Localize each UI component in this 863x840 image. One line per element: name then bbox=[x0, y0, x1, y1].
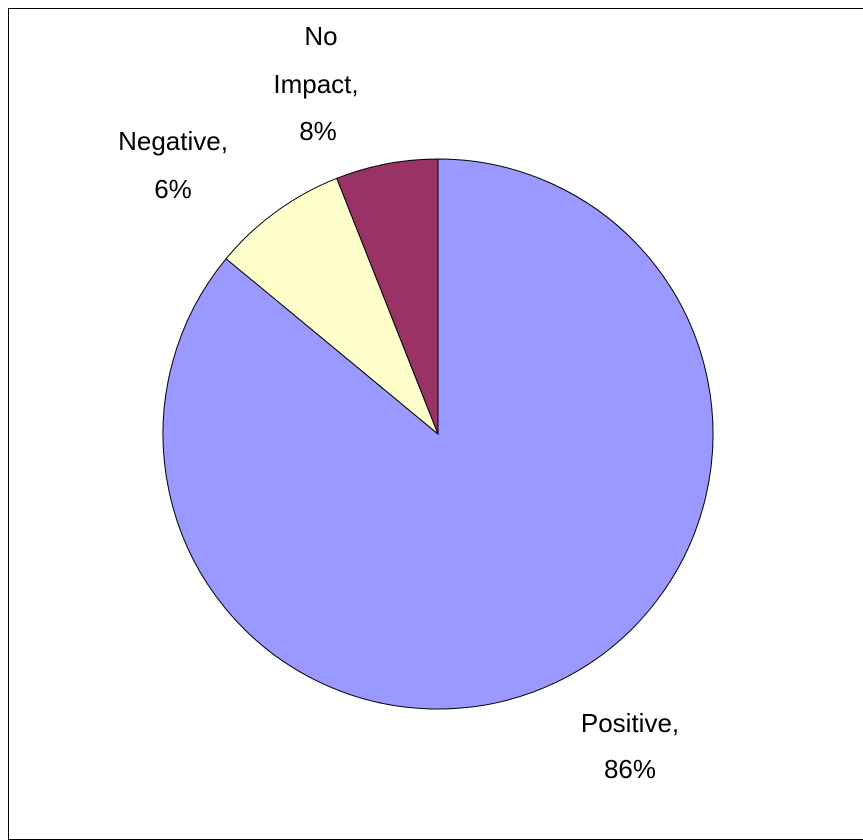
data-label-negative: Negative, bbox=[118, 126, 228, 156]
data-label-no-impact: Impact, bbox=[273, 69, 358, 99]
data-label-negative: 6% bbox=[154, 174, 192, 204]
data-label-no-impact: 8% bbox=[299, 116, 337, 146]
data-label-positive: 86% bbox=[604, 754, 656, 784]
data-label-positive: Positive, bbox=[581, 708, 679, 738]
pie-slice-no-impact bbox=[225, 177, 439, 435]
pie-slice-negative bbox=[336, 158, 439, 435]
data-label-no-impact: No bbox=[304, 21, 337, 51]
